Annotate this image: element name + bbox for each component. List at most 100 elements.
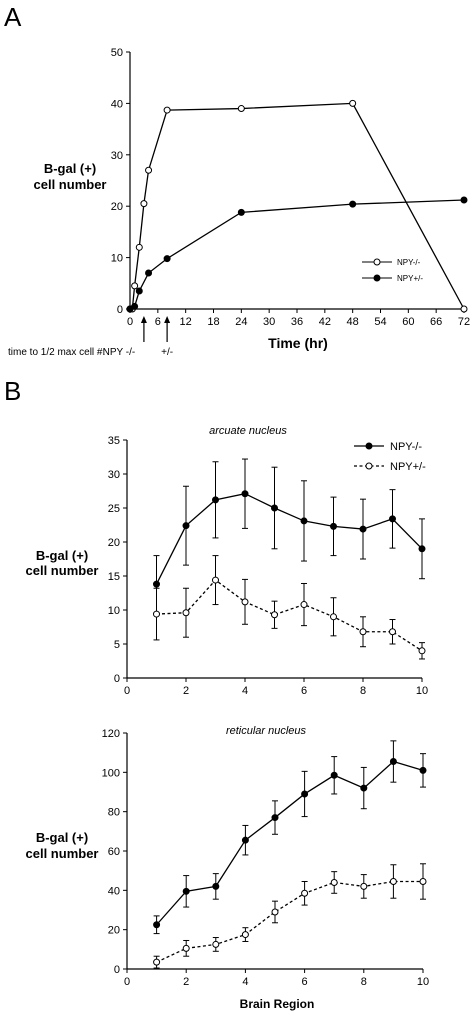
chart-a-y-tick-label: 10 [111,253,123,265]
chart-a-x-tick-label: 42 [319,316,331,328]
chart-b1-series-open-point [389,628,396,636]
chart-a-x-tick-label: 54 [374,316,386,328]
chart-b1-y-tick-label: 30 [108,469,120,481]
chart-a-legend-label: NPY+/- [397,274,423,283]
chart-b1-series-filled-point [271,504,278,512]
chart-a-marks [126,99,468,313]
chart-b2-series-open-point [389,877,397,885]
chart-a-legend-label: NPY-/- [397,258,421,267]
chart-b1-series-filled-point [153,580,160,588]
chart-b-reticular: reticular nucleus B-gal (+) cell number … [26,725,430,1011]
chart-b2-subtitle: reticular nucleus [226,725,307,737]
chart-b1-y-tick-label: 5 [114,639,120,651]
chart-a-series-filled-point [237,208,245,216]
chart-b1-series-filled-point [359,525,367,533]
chart-b2-series-filled-point [360,784,368,792]
chart-b2-series-open-line [156,880,423,963]
chart-a-x-tick-label: 24 [235,316,247,328]
chart-b1-legend-label: NPY+/- [390,461,426,473]
chart-b1-y-tick-label: 20 [108,537,120,549]
chart-b1-series-filled-point [389,515,396,523]
chart-b2-y-tick-label: 20 [108,925,120,937]
chart-a-series-open-point [131,282,139,290]
chart-b1-legend: NPY-/- NPY+/- [354,441,426,473]
chart-b1-x-tick-label: 0 [124,685,130,697]
chart-a-half-max-label: NPY -/- [103,347,136,358]
chart-a-series-filled-point [163,255,171,263]
chart-a-series-open-line [130,102,465,310]
chart-b1-x-tick-label: 4 [242,685,248,697]
chart-a-series-open-point [163,106,171,114]
chart-a-x-tick-label: 60 [402,316,414,328]
chart-b2-y-tick-label: 80 [108,807,120,819]
chart-b2-series-filled-point [153,921,161,929]
chart-b1-y-tick-label: 10 [108,605,120,617]
chart-b2-series-filled-point [389,758,397,766]
chart-a-y-tick-label: 50 [111,47,123,59]
chart-a-x-tick-label: 6 [155,316,161,328]
chart-b2-x-tick-label: 6 [302,976,308,988]
chart-b2-series-open-point [419,877,427,885]
chart-b2-series-filled-point [271,814,279,822]
chart-a-half-max-note: time to 1/2 max cell #: [8,347,105,358]
panel-a-letter: A [4,2,22,32]
chart-a-legend-marker [373,258,381,266]
chart-a-y-tick-label: 0 [117,304,123,316]
chart-b1-x-tick-label: 8 [360,685,366,697]
chart-a-half-max-label: +/- [161,347,173,358]
chart-b1-ylabel-line1: B-gal (+) [36,548,88,563]
chart-b2-series-open-point [271,908,279,916]
chart-b1-series-open-point [330,613,337,621]
chart-b1-subtitle: arcuate nucleus [209,425,287,437]
chart-b2-series-open-point [212,940,220,948]
chart-a-x-tick-label: 66 [430,316,442,328]
chart-b1-series-open-point [359,628,367,636]
chart-b2-series-open-point [330,878,338,886]
chart-b1-series-open-point [241,598,249,606]
chart-a-x-tick-label: 30 [263,316,275,328]
chart-a-legend: NPY-/- NPY+/- [362,258,423,283]
chart-b1-marks [153,458,426,660]
chart-a-series-filled-point [135,287,143,295]
chart-b1-y-tick-label: 25 [108,503,120,515]
chart-b2-y-tick-label: 60 [108,846,120,858]
chart-b1-ylabel-line2: cell number [26,563,99,578]
chart-a-series-filled-point [145,269,153,277]
chart-b2-series-filled-point [419,766,427,774]
chart-b2-series-filled-point [330,771,338,779]
chart-b2-y-tick-label: 120 [102,728,120,740]
chart-b1-series-open-point [271,611,278,619]
chart-b1-series-open-point [418,647,426,655]
chart-a-half-max-arrowhead [164,316,171,323]
chart-b2-series-open-point [301,889,309,897]
chart-b1-series-filled-point [182,522,190,530]
chart-b1-series-filled-point [241,490,249,498]
chart-a-y-tick-label: 20 [111,201,123,213]
chart-b2-series-filled-line [156,760,424,926]
chart-b2-marks [153,740,427,969]
chart-b-arcuate: arcuate nucleus B-gal (+) cell number 0 2… [26,425,429,697]
chart-a-series-filled-point [349,200,357,208]
chart-b2-series-open-point [182,944,190,952]
chart-b2-x-tick-label: 4 [242,976,248,988]
chart-b2-y-tick-label: 40 [108,885,120,897]
chart-a-x-tick-label: 36 [291,316,303,328]
chart-b2-ylabel-line1: B-gal (+) [36,830,88,845]
chart-a-xlabel: Time (hr) [268,335,328,351]
chart-a-x-tick-label: 72 [458,316,470,328]
chart-b2-x-tick-label: 0 [124,976,130,988]
chart-b2-y-tick-label: 100 [102,767,120,779]
chart-a-x-tick-label: 12 [180,316,192,328]
chart-a-time-course: B-gal (+) cell number Time (hr) time to … [8,47,470,358]
chart-b1-series-filled-point [300,517,308,525]
chart-b2-series-filled-point [212,882,220,890]
chart-b1-y-tick-label: 35 [108,435,120,447]
chart-a-half-max-arrowhead [140,316,147,323]
chart-b2-x-tick-label: 10 [417,976,429,988]
chart-b2-series-open-point [241,931,249,939]
chart-a-series-open-point [237,105,245,113]
chart-a-ylabel-line2: cell number [34,177,107,192]
chart-b2-xlabel: Brain Region [240,997,315,1011]
